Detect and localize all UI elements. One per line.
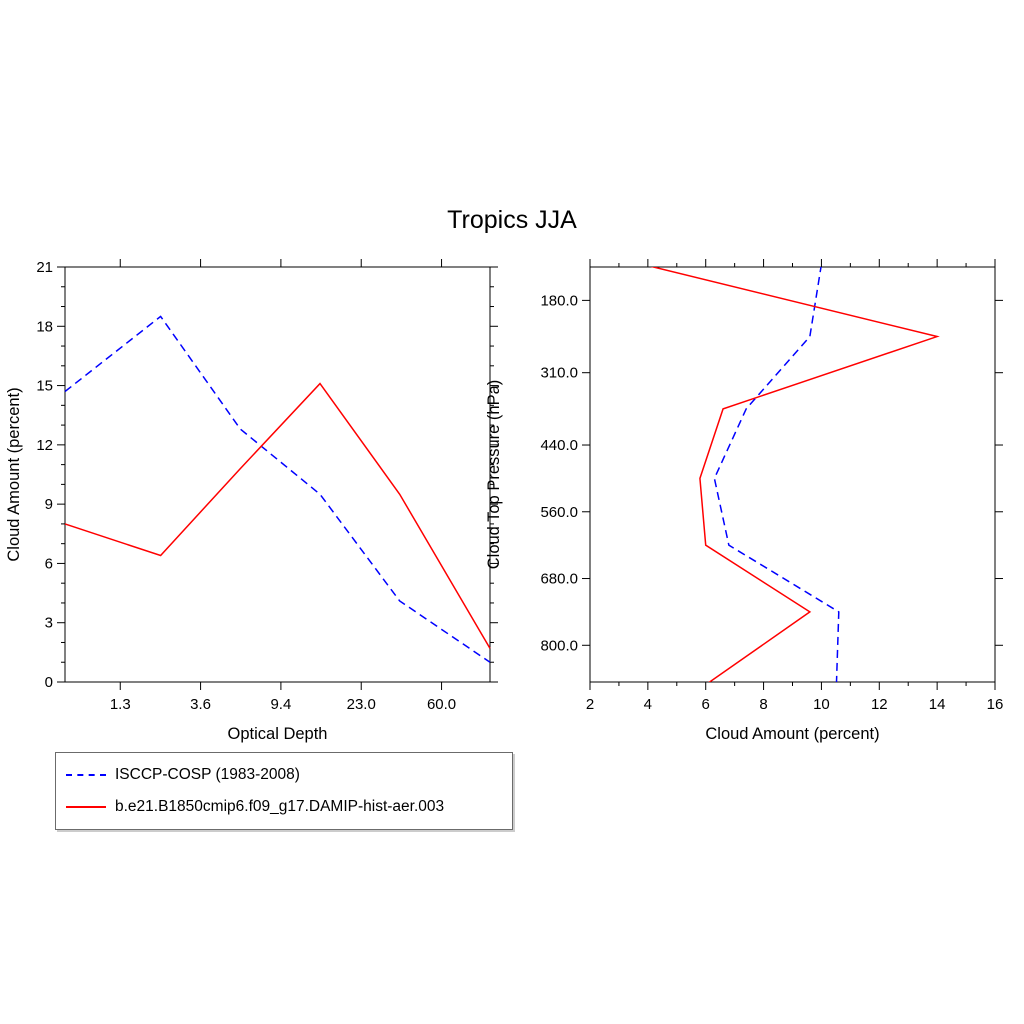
legend-label-model: b.e21.B1850cmip6.f09_g17.DAMIP-hist-aer.… — [115, 798, 445, 815]
left-plot-frame — [64, 266, 491, 683]
y-axis-title: Cloud Amount (percent) — [5, 387, 23, 561]
legend-item-model: b.e21.B1850cmip6.f09_g17.DAMIP-hist-aer.… — [66, 791, 502, 823]
legend-item-isccp: ISCCP-COSP (1983-2008) — [66, 759, 502, 791]
right-series-0 — [713, 267, 840, 682]
left-panel: 0 3 6 9 12 15 18 21 1.3 3.6 9.4 23.0 60.0 Optical Dep… — [5, 259, 498, 743]
x-tick-label: 8 — [759, 696, 767, 713]
x-tick-label: 16 — [987, 696, 1004, 713]
y-tick-label: 440.0 — [540, 437, 578, 454]
x-tick-label: 9.4 — [270, 696, 291, 713]
y-tick-label: 21 — [36, 259, 53, 276]
y-tick-label: 6 — [45, 555, 53, 572]
x-tick-label: 6 — [702, 696, 710, 713]
y-tick-label: 9 — [45, 496, 53, 513]
x-tick-label: 14 — [929, 696, 946, 713]
y-tick-label: 0 — [45, 674, 53, 691]
x-axis-title: Cloud Amount (percent) — [705, 725, 879, 743]
y-tick-label: 310.0 — [540, 365, 578, 382]
x-tick-label: 60.0 — [427, 696, 456, 713]
y-tick-label: 15 — [36, 378, 53, 395]
right-panel: 2 4 6 8 10 12 14 16 180.0 310.0 440.0 560.0 680.0 800… — [485, 259, 1003, 743]
y-axis-title: Cloud Top Pressure (hPa) — [485, 380, 503, 570]
legend-box: ISCCP-COSP (1983-2008) b.e21.B1850cmip6.… — [55, 752, 513, 830]
left-series-0 — [64, 315, 491, 663]
y-tick-label: 800.0 — [540, 637, 578, 654]
x-tick-label: 12 — [871, 696, 888, 713]
y-tick-label: 3 — [45, 615, 53, 632]
right-series-1 — [650, 267, 940, 682]
legend-label-isccp: ISCCP-COSP (1983-2008) — [115, 766, 300, 783]
x-tick-label: 1.3 — [110, 696, 131, 713]
figure-title: Tropics JJA — [447, 206, 577, 234]
x-tick-label: 3.6 — [190, 696, 211, 713]
legend-line-sample-model — [66, 806, 106, 808]
y-tick-label: 18 — [36, 318, 53, 335]
x-tick-label: 4 — [644, 696, 652, 713]
y-tick-label: 680.0 — [540, 571, 578, 588]
x-axis-title: Optical Depth — [228, 725, 328, 743]
x-tick-label: 2 — [586, 696, 594, 713]
y-tick-label: 180.0 — [540, 292, 578, 309]
y-tick-label: 12 — [36, 437, 53, 454]
legend-line-sample-isccp — [66, 774, 106, 776]
x-tick-label: 10 — [813, 696, 830, 713]
left-series-1 — [64, 382, 491, 649]
x-tick-label: 23.0 — [347, 696, 376, 713]
right-plot-frame — [589, 266, 996, 683]
y-tick-label: 560.0 — [540, 504, 578, 521]
